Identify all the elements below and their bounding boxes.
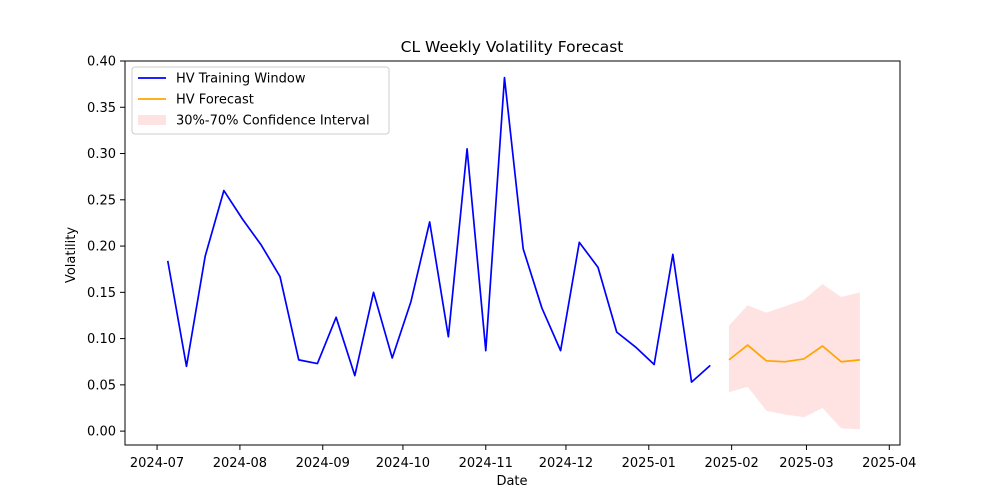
y-tick-label: 0.15	[87, 286, 116, 301]
legend: HV Training Window HV Forecast 30%-70% Con…	[131, 66, 390, 135]
x-tick-label: 2025-02	[704, 456, 758, 471]
y-tick-label: 0.05	[87, 378, 116, 393]
x-tick-label: 2025-04	[862, 456, 916, 471]
x-tick-label: 2024-08	[213, 456, 267, 471]
y-axis-title: Volatility	[64, 227, 79, 283]
legend-entry-forecast-label: HV Forecast	[176, 93, 254, 108]
y-tick-label: 0.40	[87, 55, 116, 70]
x-tick-label: 2025-01	[622, 456, 676, 471]
hv-training-line	[166, 76, 711, 383]
x-axis-title: Date	[496, 474, 527, 489]
confidence-interval-band	[728, 284, 860, 430]
y-tick-label: 0.25	[87, 193, 116, 208]
legend-entry-confidence-swatch	[138, 115, 166, 125]
y-tick-label: 0.10	[87, 332, 116, 347]
legend-entry-confidence-label: 30%-70% Confidence Interval	[176, 114, 370, 129]
plot-area: 2024-07 2024-08 2024-09 2024-10 2024-11 2024-…	[87, 55, 916, 472]
legend-box	[131, 66, 390, 135]
hv-forecast-line	[728, 344, 860, 363]
x-tick-label: 2024-11	[459, 456, 513, 471]
x-tick-label: 2024-07	[130, 456, 184, 471]
y-tick-label: 0.20	[87, 240, 116, 255]
y-tick-label: 0.35	[87, 101, 116, 116]
x-tick-label: 2024-12	[539, 456, 593, 471]
x-tick-label: 2024-10	[376, 456, 430, 471]
chart-title: CL Weekly Volatility Forecast	[401, 38, 624, 56]
y-tick-label: 0.00	[87, 425, 116, 440]
y-tick-label: 0.30	[87, 147, 116, 162]
x-tick-label: 2025-03	[779, 456, 833, 471]
legend-entry-training-label: HV Training Window	[176, 72, 306, 87]
axes-frame	[124, 60, 901, 446]
x-tick-label: 2024-09	[296, 456, 350, 471]
